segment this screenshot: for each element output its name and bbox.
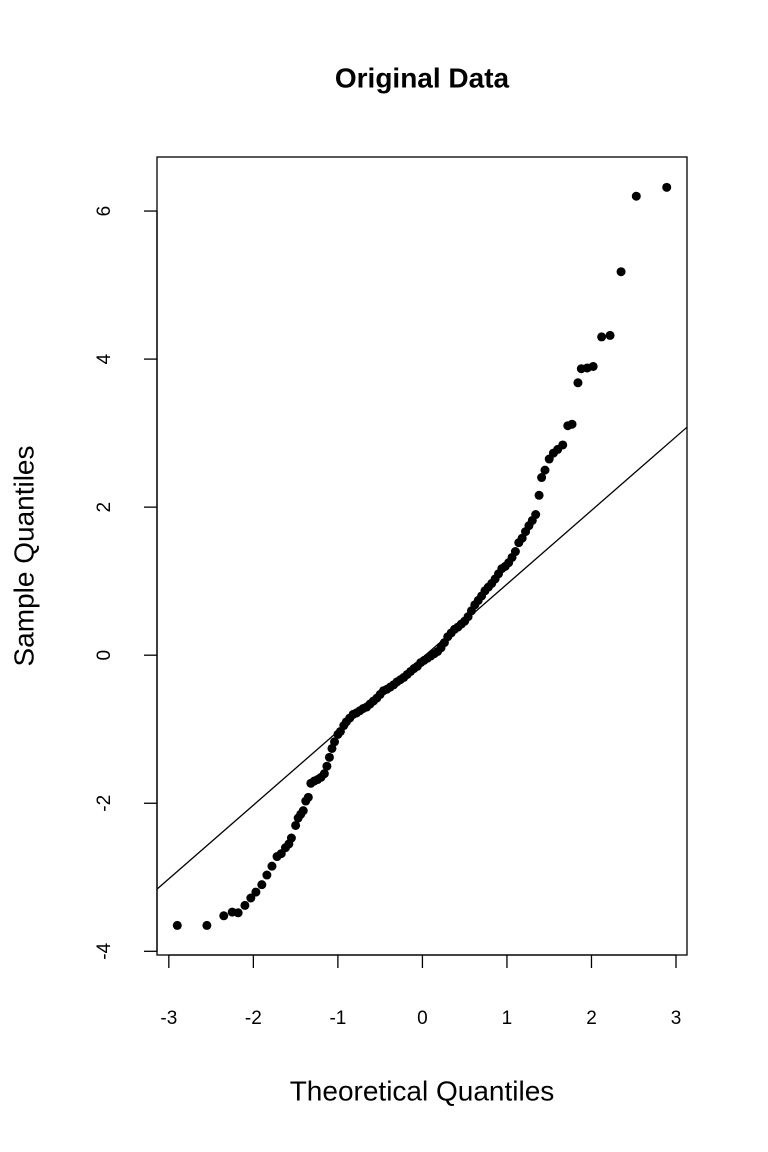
point	[631, 191, 641, 201]
y-tick-label: 6	[94, 206, 115, 217]
point	[330, 737, 340, 747]
point	[257, 880, 267, 890]
y-tick-label: 2	[94, 502, 115, 513]
point	[324, 752, 334, 762]
y-axis-title: Sample Quantiles	[8, 445, 39, 666]
point	[537, 473, 547, 483]
y-tick-label: -2	[94, 795, 115, 812]
point	[517, 533, 527, 543]
chart-title: Original Data	[335, 62, 510, 93]
point	[240, 900, 250, 910]
x-tick-label: 0	[417, 1008, 428, 1029]
point	[573, 378, 583, 388]
x-tick-label: -1	[329, 1008, 346, 1029]
point	[303, 792, 313, 802]
y-tick-label: 4	[94, 353, 115, 364]
point	[267, 861, 277, 871]
point	[662, 182, 672, 192]
y-tick-label: 0	[94, 650, 115, 661]
point	[246, 893, 256, 903]
point	[286, 833, 296, 843]
point	[540, 465, 550, 475]
x-tick-label: 3	[671, 1008, 682, 1029]
point	[172, 920, 182, 930]
x-tick-label: -2	[245, 1008, 262, 1029]
point	[298, 806, 308, 816]
point	[510, 547, 520, 557]
x-tick-label: 2	[586, 1008, 597, 1029]
x-axis-title: Theoretical Quantiles	[290, 1075, 555, 1106]
point	[319, 769, 329, 779]
point	[262, 870, 272, 880]
point	[322, 761, 332, 771]
point	[567, 419, 577, 429]
point	[251, 887, 261, 897]
point	[233, 908, 243, 918]
point	[202, 920, 212, 930]
y-tick-label: -4	[94, 942, 115, 959]
point	[531, 510, 541, 520]
x-tick-label: 1	[502, 1008, 513, 1029]
point	[558, 440, 568, 450]
x-tick-label: -3	[160, 1008, 177, 1029]
point	[534, 490, 544, 500]
point	[605, 330, 615, 340]
point	[616, 267, 626, 277]
point	[597, 332, 607, 342]
point	[291, 820, 301, 830]
plot-box	[156, 156, 688, 956]
point	[219, 911, 229, 921]
point	[588, 361, 598, 371]
